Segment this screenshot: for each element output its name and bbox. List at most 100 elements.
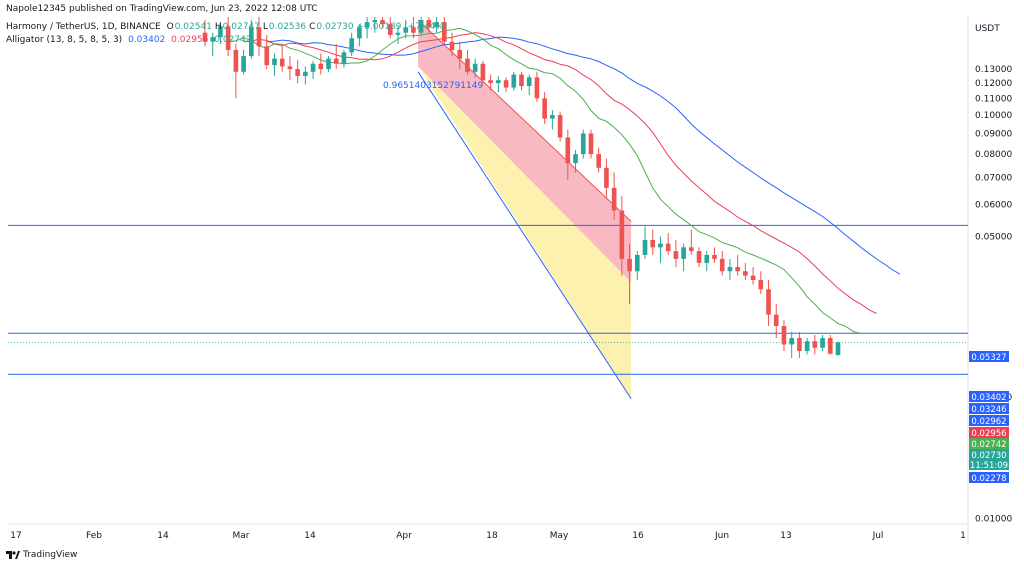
candle-body: [349, 38, 354, 53]
candle-body: [287, 66, 293, 70]
candle-body: [588, 133, 594, 155]
tradingview-brand: TradingView: [23, 550, 78, 560]
candle-body: [249, 27, 254, 57]
candle-body: [781, 325, 787, 345]
price-tag-box: [969, 438, 1009, 449]
currency-label: USDT: [975, 24, 1000, 34]
price-tag-label: 0.02278: [971, 474, 1006, 484]
candle-body: [804, 341, 810, 352]
candle-body: [642, 240, 648, 255]
price-tag-box: [969, 403, 1009, 414]
channel-lower-band: [418, 66, 632, 399]
candle-body: [511, 74, 517, 88]
candle-body: [434, 22, 439, 28]
price-tag-label: 0.05327: [971, 353, 1006, 363]
candle-body: [727, 267, 733, 272]
candle-body: [418, 20, 424, 33]
x-tick-label: 14: [157, 531, 169, 541]
y-tick-label: 0.09000: [975, 130, 1012, 140]
candle-body: [326, 58, 331, 70]
price-tag-box: [969, 459, 1009, 470]
x-tick-label: 13: [780, 531, 791, 541]
ohlc-key: L: [262, 22, 268, 32]
y-tick-label: 0.11000: [975, 94, 1012, 104]
y-tick-label: 0.10000: [975, 111, 1012, 121]
x-tick-label: Mar: [233, 531, 250, 541]
price-tag-box: [969, 415, 1009, 426]
price-tag-label: 0.03402: [971, 393, 1006, 403]
x-tick-label: May: [550, 531, 569, 541]
x-tick-label: 14: [304, 531, 316, 541]
candle-body: [820, 338, 825, 348]
candle-body: [488, 80, 493, 84]
candle-body: [395, 32, 401, 35]
candle-body: [318, 63, 324, 70]
candle-body: [797, 338, 802, 352]
ohlc-values: O0.02541 H0.02747 L0.02536 C0.02730 +0.00189…: [167, 22, 451, 32]
candle-body: [689, 247, 694, 252]
alligator-lines: [228, 27, 901, 335]
price-tag-box: [969, 472, 1009, 483]
price-tag-box: [969, 351, 1009, 362]
ohlc-value: 0.02747: [222, 22, 260, 32]
candle-body: [526, 77, 532, 87]
candle-body: [634, 254, 640, 272]
alligator-label: Alligator (13, 8, 5, 8, 5, 3): [6, 35, 123, 45]
candle-body: [696, 251, 702, 263]
candle-body: [835, 342, 841, 356]
candle-body: [827, 338, 833, 354]
price-tag-box: [969, 449, 1009, 460]
candle-body: [225, 26, 231, 50]
ohlc-key: H: [214, 22, 222, 32]
candle-body: [550, 115, 555, 119]
alligator-lips-line: [228, 27, 862, 335]
price-tag-label: 0.02730: [971, 451, 1006, 461]
time-axis: 17 Feb 14 Mar 14 Apr 18 May 16 Jun 13 Jul 1: [10, 531, 966, 541]
candle-body: [681, 247, 686, 259]
alligator-teeth-value: 0.02956: [171, 35, 209, 45]
x-tick-label: 16: [632, 531, 644, 541]
x-tick-label: Apr: [396, 531, 412, 541]
candle-body: [218, 26, 223, 38]
candle-body: [233, 49, 239, 72]
tradingview-logo[interactable]: TradingView: [6, 550, 77, 560]
candle-body: [534, 77, 540, 99]
y-tick-label: 0.12000: [975, 79, 1012, 89]
candle-body: [380, 20, 385, 25]
candle-body: [457, 49, 463, 59]
candle-body: [403, 27, 409, 33]
candle-body: [272, 58, 277, 66]
candle-body: [357, 27, 362, 39]
candle-body: [202, 32, 208, 42]
alligator-jaw-line: [266, 36, 901, 275]
x-tick-label: 18: [486, 531, 498, 541]
ohlc-key: O: [166, 22, 174, 32]
y-tick-label: 0.08000: [975, 150, 1012, 160]
y-tick-label: 0.06000: [975, 201, 1012, 211]
alligator-jaw-value: 0.03402: [128, 35, 166, 45]
candle-body: [372, 20, 378, 23]
candle-body: [310, 63, 316, 72]
y-tick-label: 0.01000: [975, 514, 1012, 524]
candle-body: [264, 46, 270, 66]
candle-body: [665, 243, 671, 252]
publisher-line: Napole12345 published on TradingView.com…: [6, 4, 318, 14]
symbol-name: Harmony / TetherUS, 1D, BINANCE: [6, 22, 161, 32]
candle-body: [542, 98, 547, 119]
candle-body: [519, 74, 524, 87]
y-tick-label: 0.07000: [975, 174, 1012, 184]
candle-body: [812, 341, 818, 348]
candle-body: [279, 58, 285, 67]
price-tag-label: 0.02742: [971, 440, 1006, 450]
candle-body: [650, 240, 656, 248]
candle-body: [341, 52, 347, 64]
alligator-teeth-line: [243, 32, 877, 314]
regression-channel: [417, 19, 632, 400]
alligator-legend[interactable]: Alligator (13, 8, 5, 8, 5, 3) 0.03402 0.…: [6, 35, 254, 45]
ohlc-value: 0.02541: [174, 22, 212, 32]
candle-body: [750, 275, 756, 281]
candle-body: [387, 24, 393, 35]
alligator-lips-value: 0.02742: [214, 35, 252, 45]
